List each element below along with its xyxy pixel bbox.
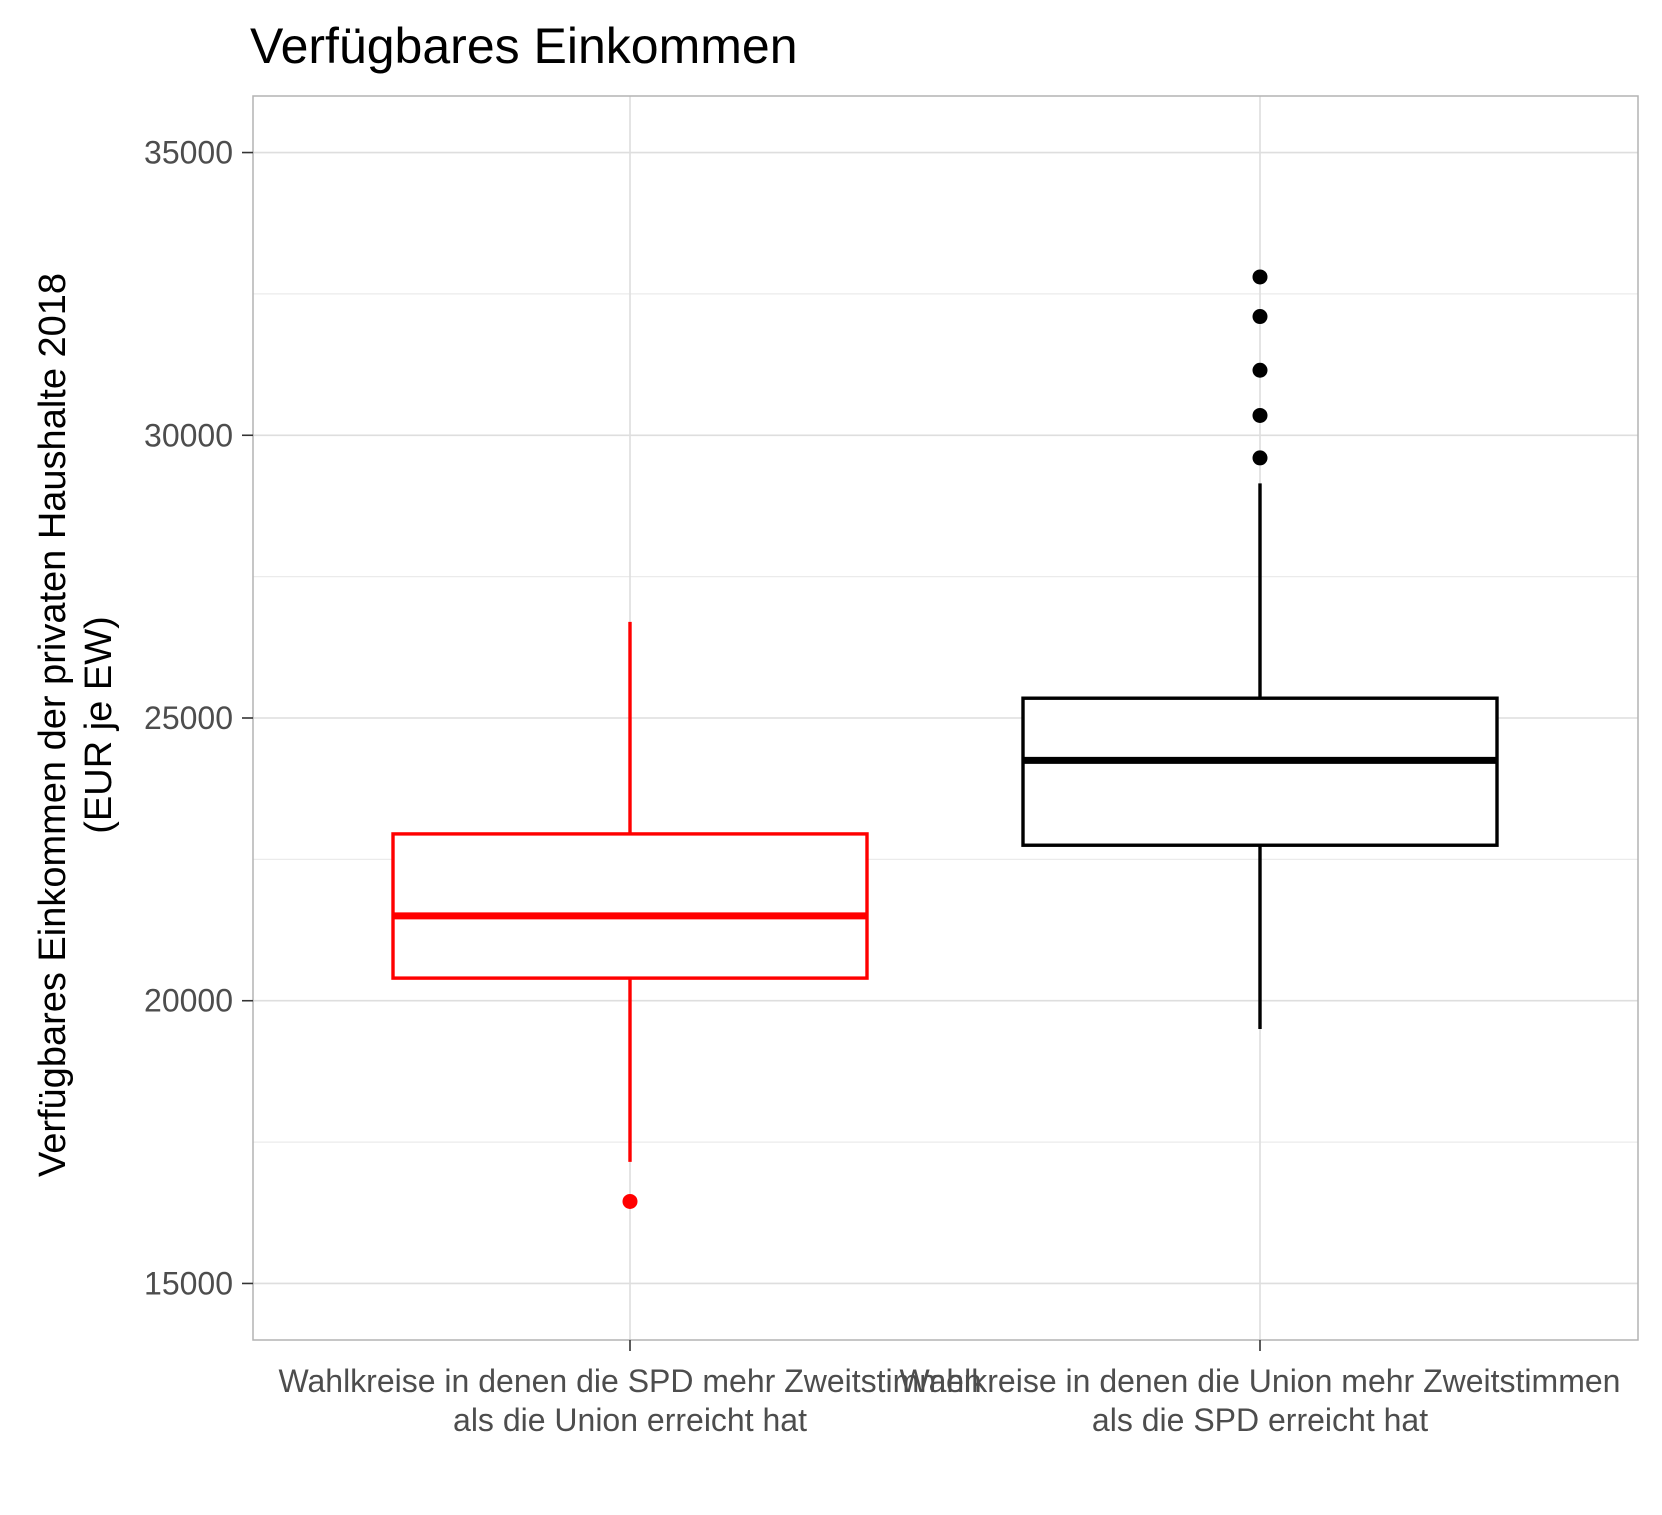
y-tick-label: 35000 [144,135,233,171]
y-axis-title-line-1: Verfügbares Einkommen der privaten Haush… [32,273,74,1177]
box-iqr [391,832,869,980]
chart-title: Verfügbares Einkommen [250,18,798,74]
box-group-2 [1021,269,1499,1029]
outlier-point [1252,450,1268,466]
y-tick-label: 20000 [144,983,233,1019]
outlier-point [1252,362,1268,378]
x-axis-ticks: Wahlkreise in denen die SPD mehr Zweitst… [278,1340,1620,1438]
outlier-point [1252,309,1268,325]
y-tick-label: 30000 [144,417,233,453]
outlier-point [1252,407,1268,423]
box-group-1 [391,621,869,1209]
outlier-point [1252,269,1268,285]
x-tick-label-line: Wahlkreise in denen die SPD mehr Zweitst… [278,1363,981,1399]
y-axis-ticks: 15000 20000 25000 30000 35000 [144,135,253,1301]
x-tick-label-line: Wahlkreise in denen die Union mehr Zweit… [900,1363,1621,1399]
y-tick-label: 25000 [144,700,233,736]
outlier-point [622,1193,638,1209]
x-tick-label-line: als die SPD erreicht hat [1092,1402,1428,1438]
y-tick-label: 15000 [144,1265,233,1301]
x-tick-label-line: als die Union erreicht hat [453,1402,807,1438]
boxes [391,269,1499,1209]
box-iqr [1021,696,1499,847]
y-axis-title-line-2: (EUR je EW) [78,616,120,833]
y-axis-title: Verfügbares Einkommen der privaten Haush… [32,273,120,1177]
